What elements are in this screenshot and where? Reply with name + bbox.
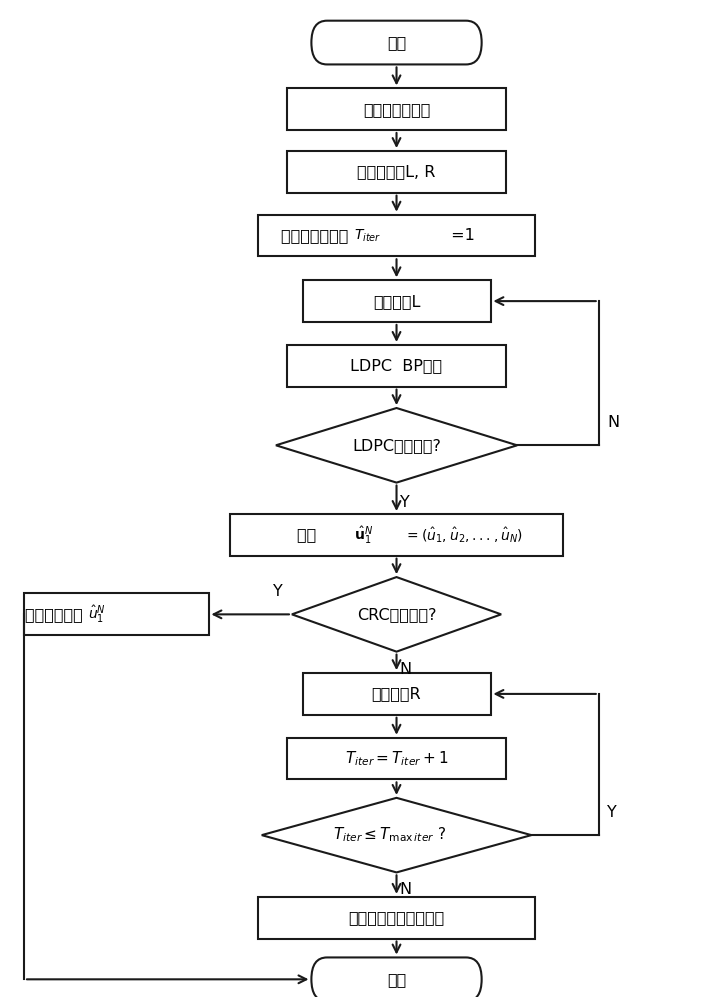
Text: N: N (399, 882, 411, 897)
Text: 结束: 结束 (387, 972, 406, 987)
FancyBboxPatch shape (287, 738, 506, 779)
Text: 估计: 估计 (297, 527, 327, 542)
Text: 初始化迭代次数: 初始化迭代次数 (282, 228, 354, 243)
Polygon shape (276, 408, 517, 483)
Text: 输出译码结果: 输出译码结果 (25, 607, 88, 622)
Polygon shape (262, 798, 531, 872)
Text: 开始: 开始 (387, 35, 406, 50)
FancyBboxPatch shape (312, 957, 482, 1000)
FancyBboxPatch shape (312, 21, 482, 64)
Text: N: N (399, 662, 411, 677)
FancyBboxPatch shape (302, 280, 490, 322)
FancyBboxPatch shape (24, 593, 209, 635)
Text: $T_{iter}=T_{iter}+1$: $T_{iter}=T_{iter}+1$ (345, 749, 448, 768)
Text: N: N (607, 415, 619, 430)
Text: $T_{iter}$: $T_{iter}$ (354, 227, 381, 244)
Text: $\hat{u}_1^N$: $\hat{u}_1^N$ (88, 603, 106, 625)
Text: LDPC  BP译码: LDPC BP译码 (350, 358, 443, 373)
Text: CRC校验成功?: CRC校验成功? (357, 607, 436, 622)
FancyBboxPatch shape (287, 345, 506, 387)
Text: =1: =1 (446, 228, 475, 243)
Text: Y: Y (273, 584, 282, 599)
Text: $T_{iter}\leq T_{\mathrm{max}\,iter}$ ?: $T_{iter}\leq T_{\mathrm{max}\,iter}$ ? (332, 826, 446, 844)
Text: Y: Y (400, 495, 410, 510)
Text: $\hat{\mathbf{u}}_1^N$: $\hat{\mathbf{u}}_1^N$ (354, 524, 373, 546)
Text: 初始化矩阵L, R: 初始化矩阵L, R (358, 164, 435, 179)
FancyBboxPatch shape (302, 673, 490, 715)
Text: LDPC校验成功?: LDPC校验成功? (352, 438, 441, 453)
Text: 更新矩阵L: 更新矩阵L (373, 294, 420, 309)
Text: $=(\hat{u}_1,\hat{u}_2,...,\hat{u}_N)$: $=(\hat{u}_1,\hat{u}_2,...,\hat{u}_N)$ (403, 525, 523, 545)
Text: 计算对数似然比: 计算对数似然比 (363, 102, 430, 117)
Polygon shape (292, 577, 501, 652)
FancyBboxPatch shape (287, 151, 506, 193)
Text: 更新矩阵R: 更新矩阵R (372, 686, 421, 701)
FancyBboxPatch shape (258, 897, 535, 939)
FancyBboxPatch shape (230, 514, 563, 556)
FancyBboxPatch shape (287, 88, 506, 130)
Text: Y: Y (607, 805, 617, 820)
Text: 级联置信传播译码失败: 级联置信传播译码失败 (348, 910, 445, 925)
FancyBboxPatch shape (258, 215, 535, 256)
